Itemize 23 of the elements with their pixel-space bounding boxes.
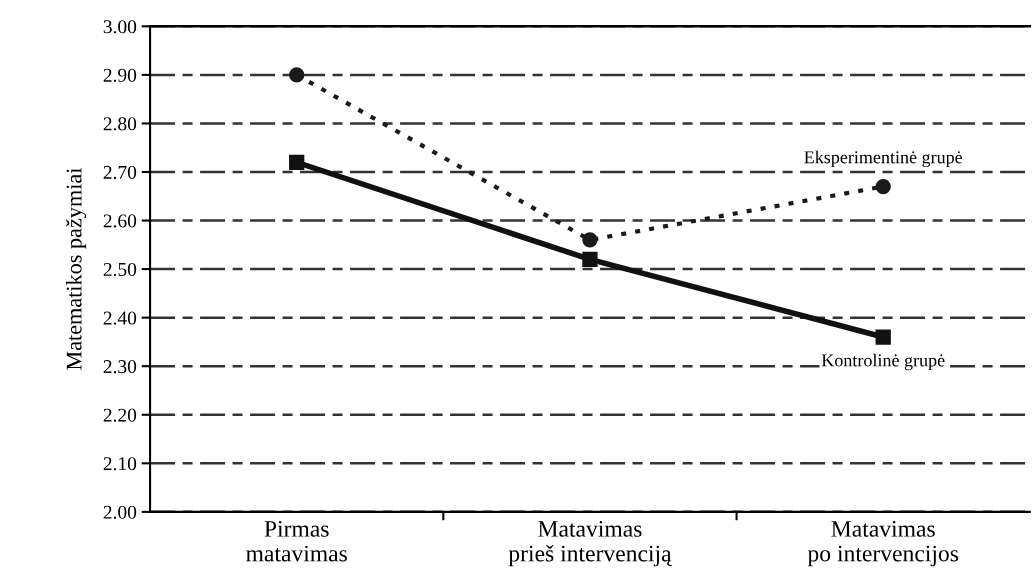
point xyxy=(582,251,598,268)
series-label: Kontrolinė grupė xyxy=(821,353,945,371)
y-tick-label: 2.50 xyxy=(103,262,137,277)
x-tick-label: Pirmas matavimas xyxy=(246,520,347,562)
y-tick-label: 3.00 xyxy=(103,20,137,34)
x-tick-label: Matavimas prieš intervenciją xyxy=(508,520,672,567)
y-tick-label: 2.60 xyxy=(103,214,137,228)
y-tick-label: 2.20 xyxy=(103,408,137,422)
y-axis-title: Matematikos pažymiai xyxy=(65,168,87,370)
point xyxy=(582,232,598,248)
y-tick-label: 2.30 xyxy=(103,360,137,374)
point xyxy=(289,67,305,83)
point xyxy=(875,329,891,345)
y-tick-label: 2.70 xyxy=(103,165,137,180)
point xyxy=(875,178,891,195)
y-tick-label: 2.90 xyxy=(103,68,137,82)
y-tick-label: 2.40 xyxy=(103,311,137,325)
y-tick-label: 2.10 xyxy=(103,457,137,471)
series-label: Eksperimentinė grupė xyxy=(804,150,963,168)
y-tick-label: 2.80 xyxy=(103,117,137,131)
point xyxy=(289,154,305,170)
y-tick-label: 2.00 xyxy=(103,505,137,519)
x-tick-label: Matavimas po intervencijos xyxy=(807,520,959,567)
